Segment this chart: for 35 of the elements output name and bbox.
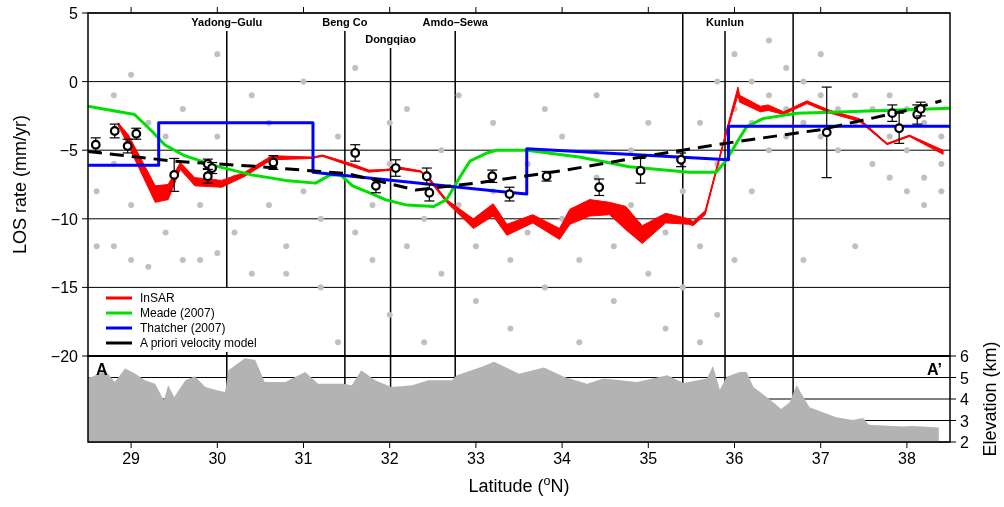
x-tick-label: 31 [294,450,313,467]
ref-line-label: Yadong–Gulu [191,16,263,28]
y-tick-label: −10 [50,210,79,228]
x-tick-label: 37 [811,450,830,467]
legend-label: A priori velocity model [140,336,257,350]
annotation: A [96,361,108,378]
ref-line-label: Beng Co [322,16,368,28]
x-tick-label: 35 [639,450,658,467]
x-tick-label: 38 [898,450,916,467]
y-tick-label: −5 [59,142,79,160]
annotation: A’ [926,361,942,378]
legend-label: Thatcher (2007) [140,321,226,335]
y-tick-label: 5 [69,5,79,22]
y2-tick-label: 2 [960,434,969,451]
y2-tick-label: 5 [960,369,969,387]
y2-tick-label: 6 [960,348,969,365]
legend-label: Meade (2007) [140,306,215,320]
x-tick-label: 34 [553,450,572,467]
legend-label: InSAR [140,291,176,305]
x-tick-label: 29 [122,450,141,467]
x-tick-label: 30 [208,450,227,467]
x-tick-label: 32 [380,450,399,467]
ref-line-label: Kunlun [706,16,745,28]
x-tick-label: 36 [725,450,744,467]
y2-axis-title: Elevation (km) [980,341,1000,457]
x-tick-label: 33 [467,450,485,467]
x-axis-title: Latitude ($^{o}$N) [468,474,570,496]
y-axis-title: LOS rate (mm/yr) [10,114,30,255]
y2-tick-label: 3 [960,412,969,430]
y-tick-label: 0 [69,73,79,91]
ref-line-label: Amdo–Sewa [422,16,489,28]
y-tick-label: −15 [50,279,79,297]
y-tick-label: −20 [50,348,79,365]
y2-tick-label: 4 [960,391,969,408]
ref-line-label: Dongqiao [365,33,417,45]
